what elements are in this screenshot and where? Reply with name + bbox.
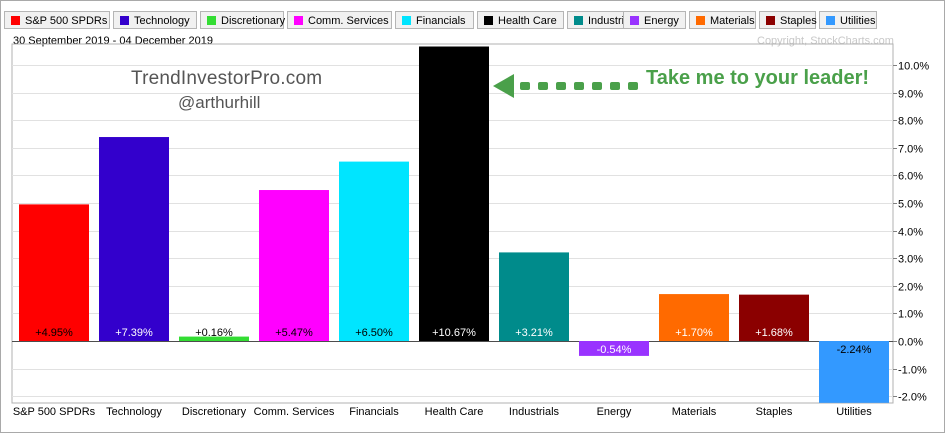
category-label: Materials: [672, 406, 717, 418]
y-tick-label: 6.0%: [898, 171, 923, 183]
legend-swatch: [294, 16, 303, 25]
bar: [419, 46, 489, 342]
bar: [99, 137, 169, 341]
bar-value-label: +1.68%: [755, 327, 793, 339]
bar: [179, 336, 249, 341]
legend-swatch: [766, 16, 775, 25]
legend-item[interactable]: Materials: [689, 11, 756, 29]
legend-swatch: [484, 16, 493, 25]
legend-swatch: [402, 16, 411, 25]
bar: [19, 204, 89, 341]
y-tick-label: 8.0%: [898, 116, 923, 128]
legend-swatch: [574, 16, 583, 25]
bar: [659, 294, 729, 341]
bar-value-label: +6.50%: [355, 327, 393, 339]
watermark-handle: @arthurhill: [178, 93, 261, 112]
y-tick-label: -2.0%: [898, 392, 927, 404]
legend-swatch: [630, 16, 639, 25]
y-tick-label: -1.0%: [898, 365, 927, 377]
legend-swatch: [120, 16, 129, 25]
legend-item[interactable]: Staples: [759, 11, 817, 29]
legend-label: Utilities: [840, 15, 876, 27]
annotation-text: Take me to your leader!: [646, 67, 870, 89]
legend-item[interactable]: Health Care: [477, 11, 564, 29]
legend-item[interactable]: Comm. Services: [287, 11, 392, 29]
arrow-dash: [556, 82, 566, 90]
legend-label: Comm. Services: [308, 15, 389, 27]
legend-swatch: [207, 16, 216, 25]
arrow-dash: [628, 82, 638, 90]
category-label: Industrials: [509, 406, 560, 418]
bar-value-label: +4.95%: [35, 327, 73, 339]
plot-area: [11, 43, 894, 404]
legend-label: Technology: [134, 15, 190, 27]
bar-value-label: -2.24%: [837, 344, 872, 356]
legend-item[interactable]: Discretionary: [200, 11, 286, 29]
legend-label: Materials: [710, 15, 755, 27]
arrow-dash: [574, 82, 584, 90]
category-label: Discretionary: [182, 406, 247, 418]
legend-item[interactable]: Financials: [395, 11, 474, 29]
bar: [819, 341, 889, 403]
legend-item[interactable]: Utilities: [819, 11, 877, 29]
y-tick-label: 3.0%: [898, 254, 923, 266]
legend-swatch: [696, 16, 705, 25]
arrow-dash: [610, 82, 620, 90]
category-label: Financials: [349, 406, 399, 418]
bar-value-label: +3.21%: [515, 327, 553, 339]
y-tick-label: 10.0%: [898, 61, 929, 73]
y-tick-label: 1.0%: [898, 309, 923, 321]
bar: [579, 341, 649, 356]
legend-label: S&P 500 SPDRs: [25, 15, 108, 27]
category-label: S&P 500 SPDRs: [13, 406, 96, 418]
legend-swatch: [11, 16, 20, 25]
bar-value-label: +7.39%: [115, 327, 153, 339]
bar: [499, 252, 569, 341]
legend-item[interactable]: Technology: [113, 11, 197, 29]
y-tick-label: 0.0%: [898, 337, 923, 349]
category-label: Comm. Services: [254, 406, 335, 418]
legend-item[interactable]: S&P 500 SPDRs: [4, 11, 110, 29]
legend-label: Staples: [780, 15, 817, 27]
y-tick-label: 2.0%: [898, 282, 923, 294]
y-tick-label: 5.0%: [898, 199, 923, 211]
bar-value-label: -0.54%: [597, 344, 632, 356]
y-tick-label: 9.0%: [898, 89, 923, 101]
bar-value-label: +0.16%: [195, 327, 233, 339]
bar: [339, 161, 409, 341]
arrow-dash: [592, 82, 602, 90]
legend-swatch: [826, 16, 835, 25]
category-label: Technology: [106, 406, 162, 418]
arrow-dash: [538, 82, 548, 90]
bar-value-label: +1.70%: [675, 327, 713, 339]
legend-label: Health Care: [498, 15, 557, 27]
y-tick-label: 7.0%: [898, 144, 923, 156]
category-label: Health Care: [425, 406, 484, 418]
watermark-site: TrendInvestorPro.com: [131, 68, 323, 89]
bar: [739, 294, 809, 341]
legend-item[interactable]: Energy: [623, 11, 686, 29]
category-label: Utilities: [836, 406, 872, 418]
arrow-head-icon: [493, 74, 514, 98]
y-tick-label: 4.0%: [898, 227, 923, 239]
legend-label: Energy: [644, 15, 679, 27]
category-label: Energy: [597, 406, 632, 418]
bar-value-label: +5.47%: [275, 327, 313, 339]
legend-label: Discretionary: [221, 15, 286, 27]
bar: [259, 190, 329, 341]
arrow-dash: [520, 82, 530, 90]
category-label: Staples: [756, 406, 793, 418]
bar-value-label: +10.67%: [432, 327, 476, 339]
legend-label: Financials: [416, 15, 466, 27]
